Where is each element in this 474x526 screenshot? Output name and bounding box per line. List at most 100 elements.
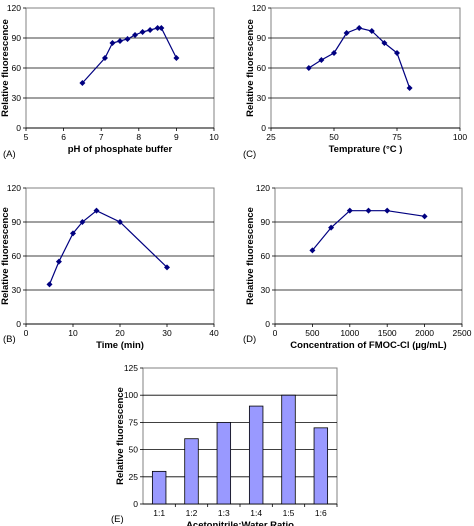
- x-tick-label: 25: [266, 132, 276, 142]
- data-point: [117, 38, 123, 44]
- x-tick-label: 1000: [340, 328, 359, 338]
- bar: [216, 421, 232, 505]
- y-tick-label: 30: [261, 285, 271, 295]
- x-tick-label: 1:2: [186, 508, 198, 518]
- series-line: [311, 210, 425, 251]
- x-tick-label: 75: [392, 132, 402, 142]
- data-point: [164, 264, 170, 271]
- y-tick-label: 60: [12, 251, 22, 261]
- y-tick-label: 90: [257, 33, 267, 43]
- x-axis-label: Concentration of FMOC-Cl (µg/mL): [290, 340, 446, 351]
- data-point: [328, 224, 335, 231]
- x-tick-label: 10: [68, 328, 78, 338]
- y-tick-label: 100: [124, 390, 138, 400]
- bar: [313, 427, 329, 505]
- x-tick-label: 500: [305, 328, 319, 338]
- data-point: [356, 25, 363, 31]
- data-point: [406, 85, 413, 91]
- data-point: [173, 55, 180, 61]
- x-tick-label: 2000: [415, 328, 434, 338]
- data-point: [117, 219, 123, 225]
- x-tick-label: 20: [115, 328, 125, 338]
- data-point: [79, 219, 86, 225]
- x-tick-label: 6: [61, 132, 66, 142]
- data-point: [394, 50, 400, 56]
- y-tick-label: 0: [16, 123, 21, 133]
- y-tick-label: 120: [7, 183, 21, 193]
- y-tick-label: 30: [12, 285, 22, 295]
- x-tick-label: 7: [99, 132, 104, 142]
- chart-panel: 0 30 60 90 120 25 50 75 100 Temprature (°C ) Relat…: [243, 3, 467, 160]
- data-point: [331, 50, 337, 56]
- x-tick-label: 1:4: [250, 508, 262, 518]
- x-tick-label: 10: [209, 132, 219, 142]
- panel-label: (E): [111, 514, 124, 525]
- chart-panel: 0 30 60 90 120 5 6 7 8 9 10 pH of phosphate buffer R…: [0, 3, 219, 160]
- data-point: [384, 207, 391, 214]
- y-tick-label: 120: [256, 183, 270, 193]
- data-point: [124, 36, 131, 42]
- y-tick-label: 30: [257, 93, 267, 103]
- data-point: [93, 207, 100, 214]
- y-tick-label: 90: [261, 217, 271, 227]
- bar: [281, 394, 296, 505]
- y-axis-label: Relative fluorescence: [245, 207, 256, 305]
- data-point: [381, 40, 388, 46]
- data-point: [132, 32, 139, 38]
- y-tick-label: 0: [261, 123, 266, 133]
- y-tick-label: 90: [12, 217, 22, 227]
- y-axis-label: Relative fluorescence: [0, 19, 11, 117]
- x-tick-label: 50: [329, 132, 339, 142]
- data-point: [147, 27, 154, 33]
- data-point: [421, 213, 428, 220]
- y-tick-label: 0: [265, 319, 270, 329]
- x-axis-label: Time (min): [96, 340, 144, 351]
- data-point: [343, 30, 350, 36]
- data-point: [101, 55, 108, 61]
- x-tick-label: 5: [24, 132, 29, 142]
- x-tick-label: 0: [24, 328, 29, 338]
- y-tick-label: 25: [129, 472, 139, 482]
- y-tick-label: 75: [129, 417, 139, 427]
- y-tick-label: 0: [133, 499, 138, 509]
- y-tick-label: 125: [124, 363, 138, 373]
- x-tick-label: 1:1: [153, 508, 165, 518]
- x-tick-label: 40: [209, 328, 219, 338]
- data-point: [305, 65, 312, 71]
- chart-panel: 0 30 60 90 120 0 10 20 30 40 Time (min) Relative fl…: [0, 183, 219, 351]
- y-tick-label: 60: [12, 63, 22, 73]
- x-axis-label: Acetonitrile:Water Ratio: [186, 520, 294, 526]
- chart-panel: 0 25 50 75 100 125 1:1 1:2 1:3 1:4 1:5 1:6 Acetonitr…: [111, 363, 338, 526]
- y-tick-label: 30: [12, 93, 22, 103]
- data-point: [55, 258, 62, 265]
- x-tick-label: 9: [174, 132, 179, 142]
- x-tick-label: 1:3: [218, 508, 230, 518]
- y-axis-label: Relative fluorescence: [115, 387, 126, 485]
- data-point: [158, 25, 165, 31]
- y-axis-label: Relative fluorescence: [245, 19, 256, 117]
- data-point: [368, 28, 375, 34]
- chart-panel: 0 30 60 90 120 0 500 1000 1500 2000 2500 Concentrat…: [243, 183, 472, 351]
- panel-label: (B): [3, 334, 16, 345]
- data-point: [139, 29, 146, 35]
- y-tick-label: 0: [16, 319, 21, 329]
- plot-area: [142, 367, 338, 505]
- y-axis-label: Relative fluorescence: [0, 207, 11, 305]
- y-tick-label: 90: [12, 33, 22, 43]
- data-point: [46, 281, 53, 288]
- bar: [151, 470, 167, 505]
- y-tick-label: 60: [257, 63, 267, 73]
- data-point: [346, 207, 353, 214]
- bar: [248, 405, 264, 505]
- x-tick-label: 100: [453, 132, 467, 142]
- data-point: [109, 40, 116, 46]
- bar: [184, 438, 199, 505]
- panel-label: (C): [243, 149, 256, 160]
- panel-label: (D): [243, 334, 256, 345]
- y-tick-label: 120: [7, 3, 21, 13]
- x-tick-label: 1:5: [283, 508, 295, 518]
- x-tick-label: 1500: [378, 328, 397, 338]
- x-tick-label: 1:6: [315, 508, 327, 518]
- x-axis-label: pH of phosphate buffer: [68, 144, 173, 155]
